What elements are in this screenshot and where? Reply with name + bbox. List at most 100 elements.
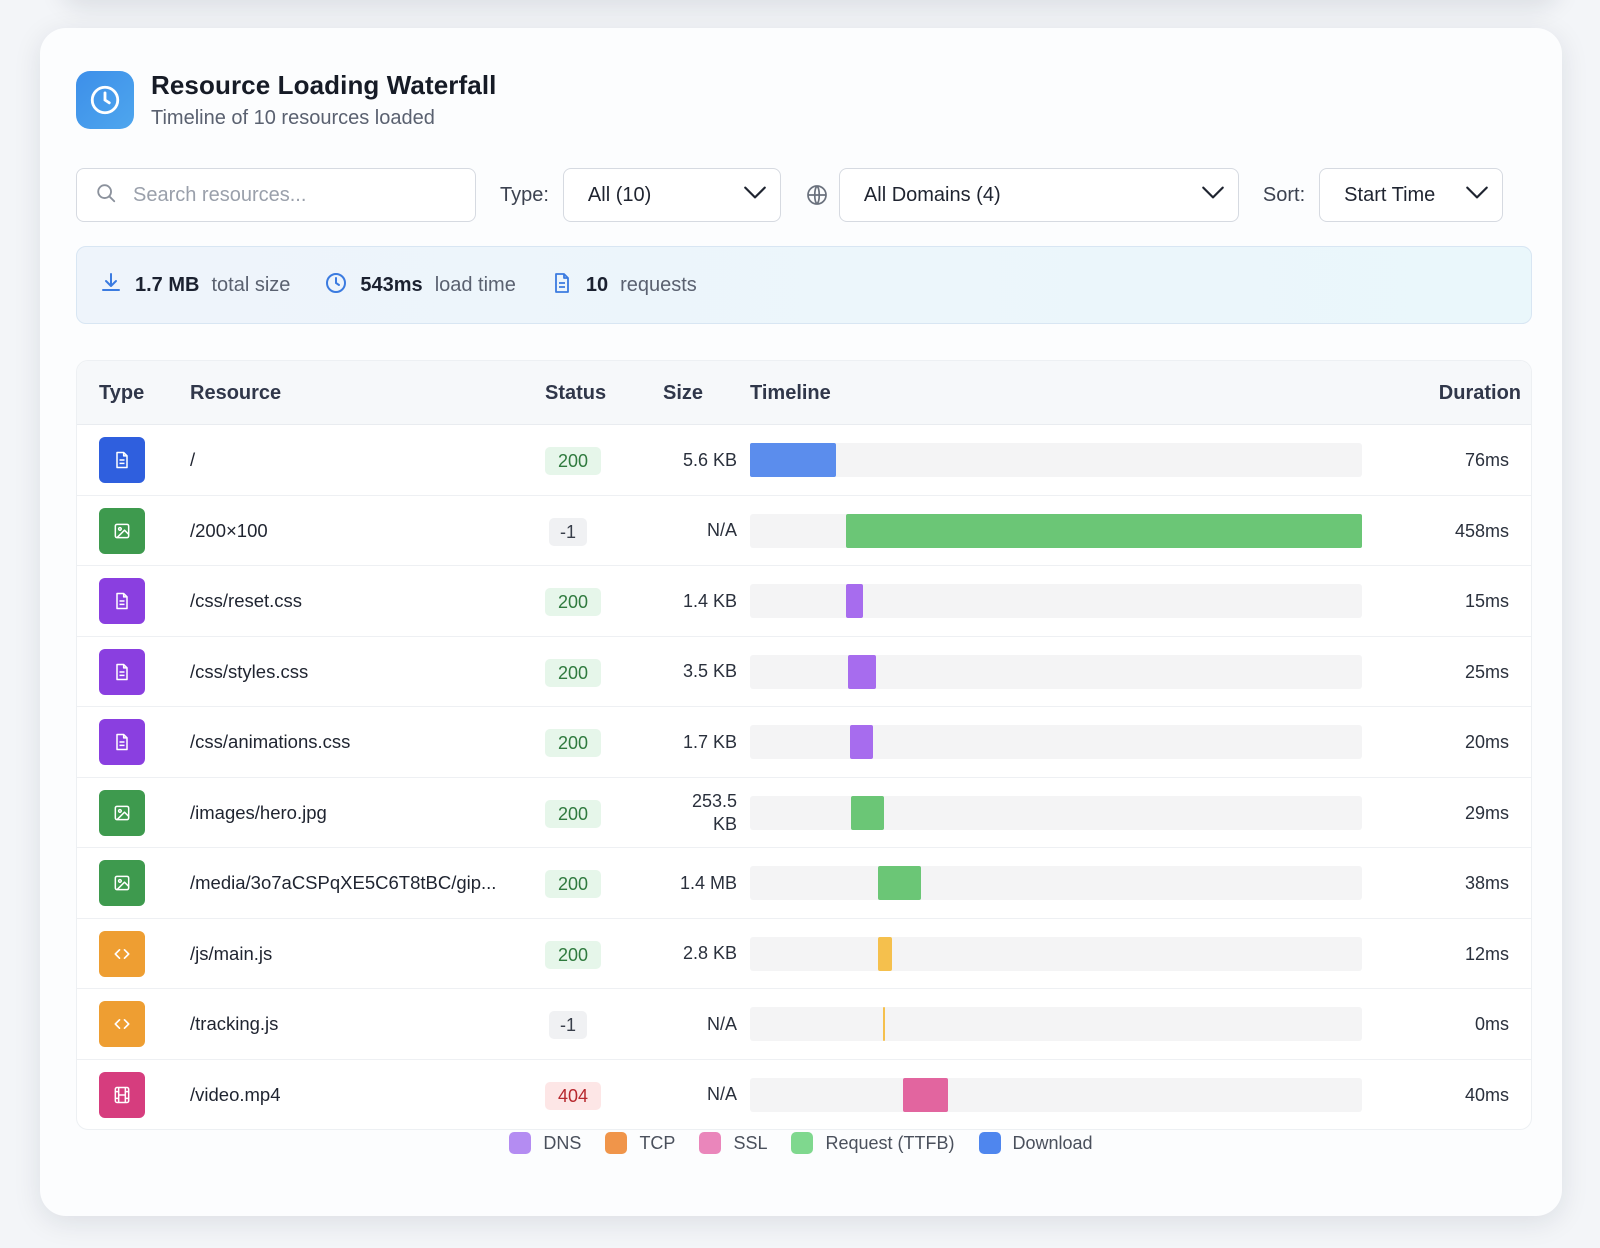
timeline-bar (882, 1007, 885, 1041)
resource-size-text: N/A (706, 520, 737, 540)
document-icon (99, 437, 145, 483)
status-badge: -1 (549, 1011, 587, 1039)
column-header-status[interactable]: Status (545, 382, 607, 404)
table-row[interactable]: /js/main.js 200 2.8 KB 12ms (77, 919, 1531, 989)
table-row[interactable]: /video.mp4 404 N/A 40ms (77, 1060, 1531, 1130)
status-badge: 200 (545, 658, 601, 687)
resource-size-text: 1.4 MB (679, 872, 737, 893)
clock-icon (76, 71, 134, 129)
resource-size-text: 1.4 KB (682, 590, 737, 611)
type-filter-select[interactable]: All (10) (562, 168, 781, 222)
resource-size-text: 3.5 KB (682, 661, 737, 681)
search-box (76, 168, 476, 222)
timeline-track (750, 513, 1362, 548)
domain-filter-select[interactable]: All Domains (4) (838, 168, 1239, 222)
timeline-bar (851, 795, 885, 830)
sort-select[interactable]: Start Time (1319, 168, 1504, 222)
resource-size-text: N/A (706, 1084, 737, 1104)
table-row[interactable]: /media/3o7aCSPqXE5C6T8tBC/gip... 200 1.4 M… (77, 848, 1531, 919)
resource-size-text: 5.6 KB (682, 449, 737, 470)
table-row[interactable]: /tracking.js -1 N/A 0ms (77, 989, 1531, 1060)
timeline-bar (845, 513, 1362, 548)
timeline-track (750, 866, 1362, 900)
resource-duration: 38ms (1464, 873, 1509, 893)
resource-size-text: 1.7 KB (682, 731, 737, 752)
stat-requests-label: requests (620, 273, 697, 296)
chevron-down-icon (1464, 179, 1490, 211)
timeline-track (750, 725, 1362, 759)
timeline-bar (845, 584, 863, 618)
document-icon (99, 719, 145, 765)
filter-toolbar: Type: All (10) All Domains (4) Sort: Sta… (76, 168, 1532, 222)
legend-swatch (791, 1132, 814, 1154)
summary-stats: 1.7 MB total size 543ms load time 10 req… (76, 246, 1532, 324)
stat-requests-value: 10 (585, 273, 609, 296)
download-icon (99, 271, 123, 300)
resource-name: /css/styles.css (190, 660, 309, 682)
timeline-track (750, 584, 1362, 618)
table-row[interactable]: /css/styles.css 200 3.5 KB 25ms (77, 637, 1531, 707)
table-row[interactable]: /200×100 -1 N/A 458ms (77, 496, 1531, 566)
timeline-track (750, 936, 1362, 971)
search-input[interactable] (133, 183, 453, 207)
search-icon (95, 182, 117, 209)
image-icon (99, 860, 145, 906)
column-header-duration[interactable]: Duration (1438, 382, 1521, 404)
resource-duration: 0ms (1474, 1014, 1509, 1034)
document-icon (99, 578, 145, 624)
chevron-down-icon (1200, 179, 1226, 211)
resource-duration: 12ms (1464, 943, 1509, 964)
resource-name: /tracking.js (190, 1013, 279, 1034)
table-row[interactable]: /css/reset.css 200 1.4 KB 15ms (77, 566, 1531, 637)
stat-time-value: 543ms (360, 273, 423, 296)
resource-duration: 76ms (1464, 450, 1509, 470)
table-header: Type Resource Status Size Timeline Durat… (77, 361, 1531, 425)
domain-filter-value: All Domains (4) (863, 183, 1001, 206)
status-badge: 200 (545, 940, 601, 969)
column-header-timeline[interactable]: Timeline (750, 382, 831, 404)
table-row[interactable]: / 200 5.6 KB 76ms (77, 425, 1531, 496)
status-badge: 200 (545, 447, 601, 475)
legend-label: Request (TTFB) (825, 1132, 955, 1153)
resource-size: N/A (707, 496, 737, 566)
legend-item: Download (978, 1132, 1093, 1154)
globe-icon (805, 183, 829, 207)
chevron-down-icon (742, 179, 768, 211)
stat-requests: 10 requests (550, 271, 697, 300)
resource-size: 253.5 KB (679, 778, 737, 848)
status-badge: 200 (545, 870, 601, 898)
card-header: Resource Loading Waterfall Timeline of 1… (76, 70, 496, 130)
page-subtitle: Timeline of 10 resources loaded (151, 107, 435, 129)
legend-item: TCP (605, 1132, 675, 1154)
status-badge: -1 (549, 517, 587, 546)
resource-size: 5.6 KB (683, 425, 737, 495)
type-filter-label: Type: (500, 183, 549, 206)
resource-name: /200×100 (190, 519, 268, 541)
code-icon (99, 930, 145, 977)
sort-value: Start Time (1344, 183, 1436, 206)
resource-table: Type Resource Status Size Timeline Durat… (76, 360, 1532, 1130)
column-header-type[interactable]: Type (99, 382, 145, 404)
legend-label: DNS (543, 1132, 582, 1153)
legend-swatch (978, 1132, 1001, 1154)
timeline-track (750, 443, 1362, 477)
sort-label: Sort: (1262, 183, 1306, 206)
resource-name: / (190, 449, 196, 470)
resource-duration: 15ms (1464, 591, 1509, 611)
legend-label: SSL (733, 1132, 768, 1153)
status-badge: 200 (545, 588, 601, 616)
resource-duration: 40ms (1464, 1084, 1509, 1105)
column-header-size[interactable]: Size (663, 382, 704, 404)
timeline-track (750, 1077, 1362, 1112)
legend-swatch (605, 1132, 628, 1154)
resource-name: /images/hero.jpg (190, 801, 327, 823)
timeline-legend: DNS TCP SSL Request (TTFB) Download (40, 1132, 1562, 1154)
resource-duration: 25ms (1464, 661, 1509, 682)
timeline-track (750, 1007, 1362, 1041)
stat-size-value: 1.7 MB (135, 273, 200, 296)
legend-item: Request (TTFB) (791, 1132, 955, 1154)
table-row[interactable]: /images/hero.jpg 200 253.5 KB 29ms (77, 778, 1531, 848)
table-row[interactable]: /css/animations.css 200 1.7 KB 20ms (77, 707, 1531, 778)
resource-name: /css/reset.css (190, 590, 303, 611)
column-header-resource[interactable]: Resource (190, 382, 282, 404)
